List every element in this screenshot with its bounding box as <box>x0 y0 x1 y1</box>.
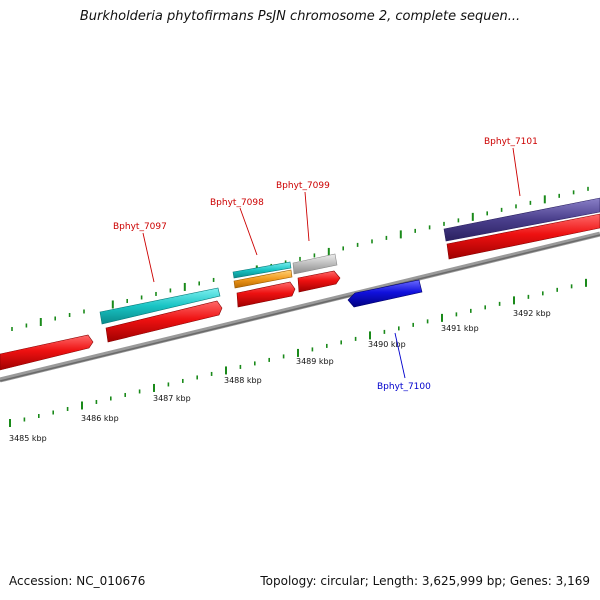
upper-tick-row <box>11 186 589 331</box>
gene-leaders <box>142 147 521 379</box>
topology-summary: Topology: circular; Length: 3,625,999 bp… <box>260 574 590 588</box>
feature-band-cyan-7097[interactable] <box>99 287 221 325</box>
backbone <box>0 231 600 383</box>
cds-arrow-left-edge[interactable] <box>0 334 94 371</box>
ruler-label: 3490 kbp <box>368 340 406 349</box>
ruler-label: 3492 kbp <box>513 309 551 318</box>
ruler-label: 3491 kbp <box>441 324 479 333</box>
ruler-labels: 3485 kbp 3486 kbp 3487 kbp 3488 kbp 3489… <box>9 309 551 443</box>
ruler-label: 3487 kbp <box>153 394 191 403</box>
cds-arrow-bphyt-7099[interactable] <box>297 270 341 293</box>
ruler-label: 3485 kbp <box>9 434 47 443</box>
ruler-label: 3489 kbp <box>296 357 334 366</box>
feature-band-gray-7099[interactable] <box>292 253 338 275</box>
gene-label-bphyt-7098: Bphyt_7098 <box>210 198 264 208</box>
map-title: Burkholderia phytofirmans PsJN chromosom… <box>79 9 521 24</box>
gene-label-bphyt-7097: Bphyt_7097 <box>113 222 167 232</box>
feature-band-cyan-7098[interactable] <box>232 261 292 279</box>
ruler-label: 3486 kbp <box>81 414 119 423</box>
cds-arrow-bphyt-7100[interactable] <box>347 279 423 308</box>
cds-arrow-bphyt-7101[interactable] <box>446 213 600 260</box>
lower-tick-row <box>9 278 587 427</box>
feature-band-purple-7101[interactable] <box>443 197 600 242</box>
cds-arrow-bphyt-7098[interactable] <box>236 281 296 308</box>
cds-arrow-bphyt-7097[interactable] <box>105 300 223 343</box>
gene-label-bphyt-7101: Bphyt_7101 <box>484 137 538 147</box>
gene-labels: Bphyt_7097 Bphyt_7098 Bphyt_7099 Bphyt_7… <box>113 137 538 392</box>
accession-text: Accession: NC_010676 <box>9 574 146 588</box>
ruler-label: 3488 kbp <box>224 376 262 385</box>
feature-band-orange-7098[interactable] <box>233 269 293 289</box>
gene-label-bphyt-7099: Bphyt_7099 <box>276 181 330 191</box>
gene-label-bphyt-7100: Bphyt_7100 <box>377 382 431 392</box>
